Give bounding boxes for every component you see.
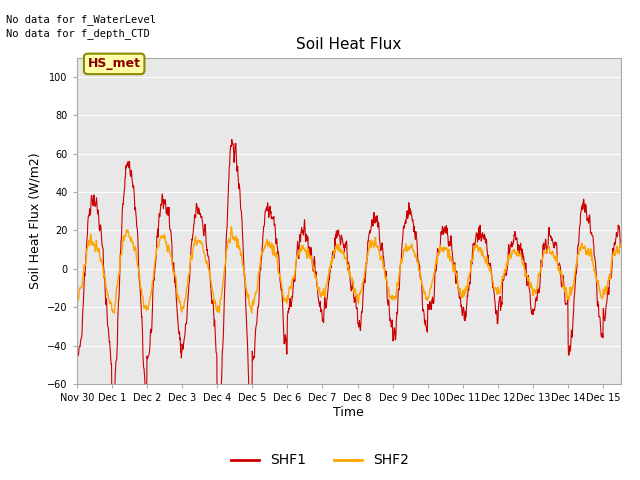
Text: No data for f_WaterLevel: No data for f_WaterLevel <box>6 13 156 24</box>
SHF1 <box>73 354 81 360</box>
Y-axis label: Soil Heat Flux (W/m2): Soil Heat Flux (W/m2) <box>29 153 42 289</box>
Text: No data for f_depth_CTD: No data for f_depth_CTD <box>6 28 150 39</box>
SHF1 <box>213 426 221 432</box>
SHF1 <box>616 245 624 251</box>
SHF2 <box>616 244 624 250</box>
SHF1 <box>280 332 287 338</box>
SHF2 <box>181 296 189 302</box>
SHF1 <box>485 261 493 266</box>
SHF1 <box>545 225 553 230</box>
Legend: SHF1, SHF2: SHF1, SHF2 <box>226 448 414 473</box>
SHF1 <box>230 156 238 161</box>
Line: SHF2: SHF2 <box>77 227 620 313</box>
X-axis label: Time: Time <box>333 406 364 419</box>
SHF2 <box>171 271 179 277</box>
SHF1 <box>181 334 189 339</box>
SHF2 <box>228 224 236 229</box>
Title: Soil Heat Flux: Soil Heat Flux <box>296 37 401 52</box>
SHF1 <box>228 137 236 143</box>
SHF2 <box>73 303 81 309</box>
Text: HS_met: HS_met <box>88 58 141 71</box>
SHF1 <box>171 270 179 276</box>
SHF2 <box>110 311 118 316</box>
SHF2 <box>545 244 553 250</box>
SHF2 <box>485 264 493 270</box>
SHF2 <box>280 296 287 302</box>
SHF2 <box>230 237 238 243</box>
Line: SHF1: SHF1 <box>77 140 620 429</box>
